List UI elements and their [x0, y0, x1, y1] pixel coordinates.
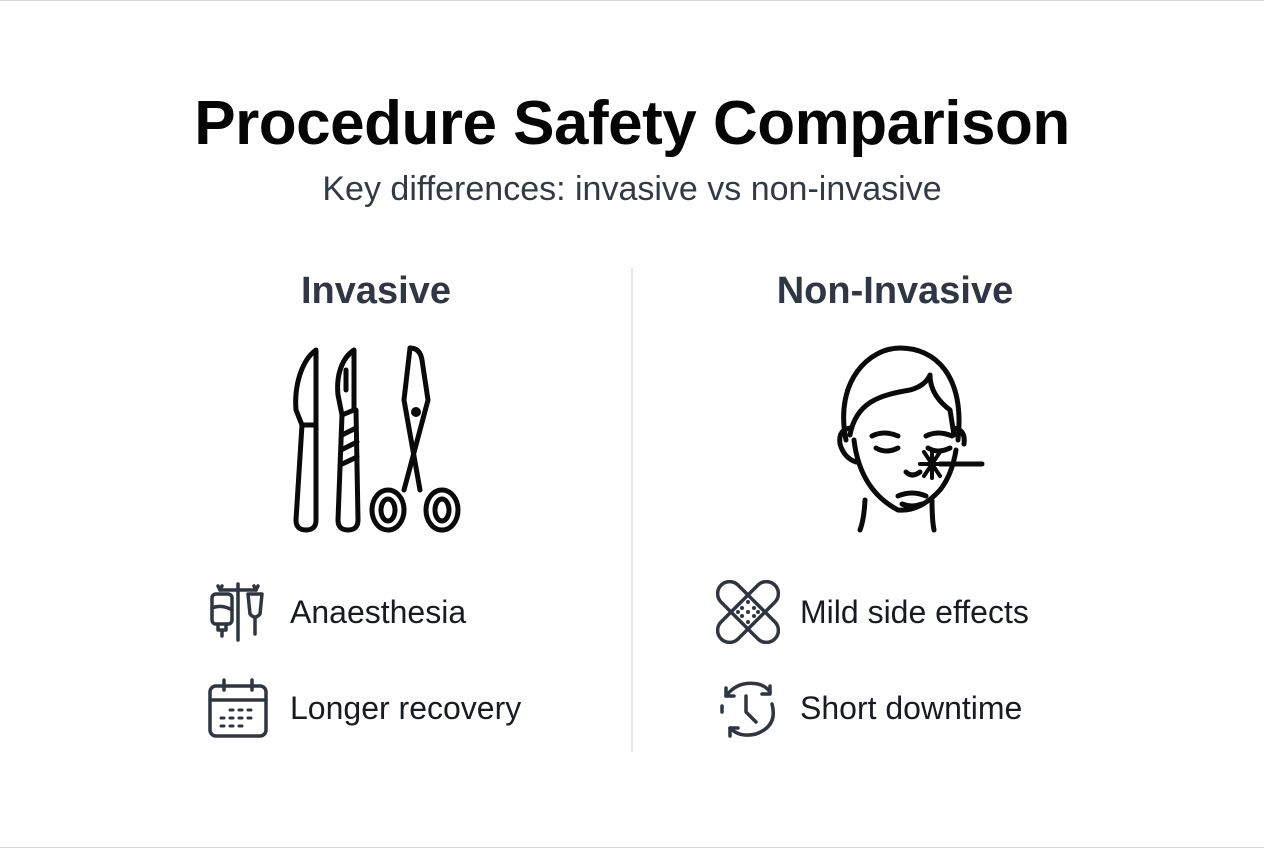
list-item-mild-side-effects: Mild side effects: [716, 580, 1029, 644]
page-subtitle: Key differences: invasive vs non-invasiv…: [322, 170, 942, 208]
list-item-anaesthesia: Anaesthesia: [206, 580, 466, 644]
face-laser-icon: [837, 345, 985, 533]
column-heading-non-invasive: Non-Invasive: [776, 270, 1014, 312]
list-item-longer-recovery: Longer recovery: [206, 676, 521, 740]
clock-cycle-icon: [720, 681, 775, 738]
surgical-instruments-icon: [293, 345, 461, 533]
top-border: [0, 0, 1264, 1]
calendar-icon: [208, 678, 268, 738]
item-label: Short downtime: [800, 689, 1023, 726]
item-label: Longer recovery: [290, 689, 522, 726]
iv-drip-icon: [210, 582, 264, 642]
list-item-short-downtime: Short downtime: [716, 676, 1022, 740]
item-label: Anaesthesia: [290, 593, 467, 630]
page-title: Procedure Safety Comparison: [194, 89, 1070, 158]
column-heading-invasive: Invasive: [301, 270, 451, 312]
bandage-icon: [716, 580, 780, 644]
column-divider: [631, 268, 633, 752]
item-label: Mild side effects: [800, 593, 1029, 630]
